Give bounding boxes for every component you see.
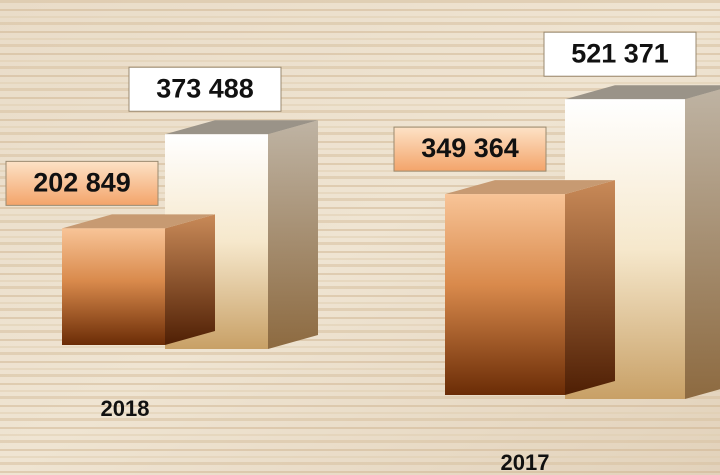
bar-side bbox=[685, 85, 720, 399]
bar bbox=[445, 194, 565, 395]
data-label: 202 849 bbox=[33, 167, 131, 197]
data-label: 373 488 bbox=[156, 73, 254, 103]
bar-side bbox=[565, 180, 615, 395]
x-tick-label: 2017 bbox=[501, 450, 550, 475]
bar bbox=[62, 228, 165, 345]
chart: 2018 202 849 373 488 2017 349 364 521 371 bbox=[0, 0, 720, 475]
bar-side bbox=[165, 214, 215, 345]
x-tick-label: 2018 bbox=[101, 396, 150, 421]
bar-side bbox=[268, 120, 318, 349]
data-label: 521 371 bbox=[571, 38, 669, 68]
data-label: 349 364 bbox=[421, 133, 519, 163]
